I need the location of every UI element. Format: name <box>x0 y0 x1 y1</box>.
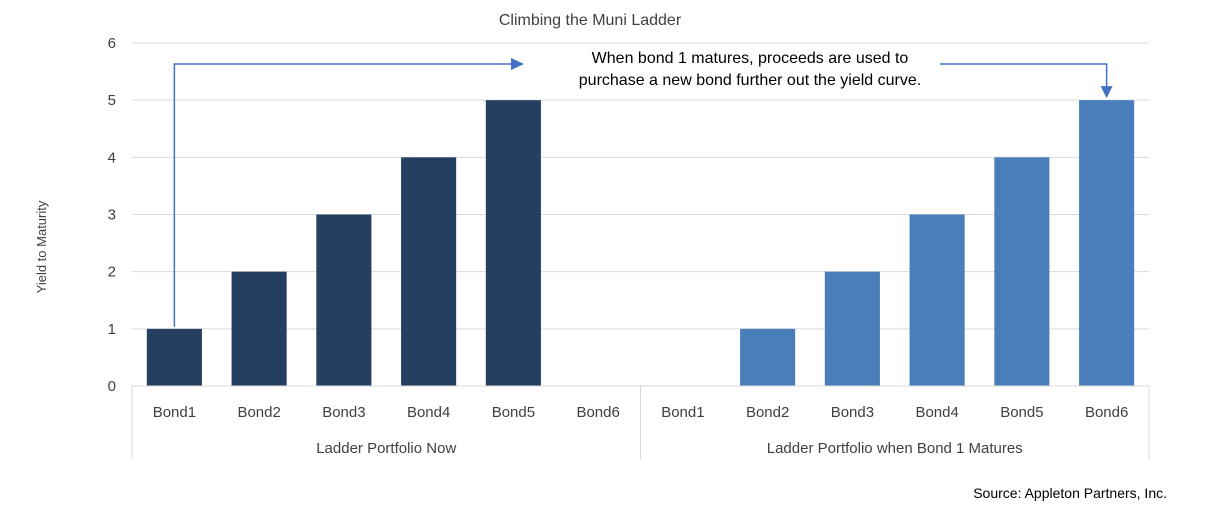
bar-0-bond5 <box>485 100 541 387</box>
annotation-line-2: purchase a new bond further out the yiel… <box>579 72 921 89</box>
annotation-arrow-right <box>940 63 1108 88</box>
x-tick-label: Bond3 <box>322 404 365 421</box>
x-tick-label: Bond1 <box>661 404 704 421</box>
gridlines <box>132 42 1149 387</box>
x-axis: Bond1 Bond2 Bond3 Bond4 Bond5 Bond6 Ladder Por… <box>131 385 1150 459</box>
bar-0-bond4 <box>401 157 457 386</box>
x-tick-label: Bond4 <box>407 404 450 421</box>
y-tick-label: 2 <box>108 264 116 281</box>
x-tick-label: Bond1 <box>153 404 196 421</box>
x-tick-label: Bond6 <box>576 404 619 421</box>
x-tick-label: Bond3 <box>831 404 874 421</box>
group-label: Ladder Portfolio Now <box>316 440 456 457</box>
bars <box>146 100 1135 387</box>
y-axis-label: Yield to Maturity <box>34 200 49 293</box>
x-tick-label: Bond2 <box>746 404 789 421</box>
y-tick-label: 0 <box>108 378 116 395</box>
bar-0-bond2 <box>231 271 287 386</box>
group-label: Ladder Portfolio when Bond 1 Matures <box>767 440 1023 457</box>
annotation-arrow-left <box>173 63 512 327</box>
bar-1-bond6 <box>1079 100 1135 387</box>
y-axis-ticks: 0 1 2 3 4 5 6 <box>108 35 116 395</box>
y-tick-label: 6 <box>108 35 116 52</box>
x-tick-label: Bond4 <box>915 404 958 421</box>
chart-title: Climbing the Muni Ladder <box>499 12 682 29</box>
y-tick-label: 4 <box>108 149 116 166</box>
y-tick-label: 3 <box>108 207 116 224</box>
source-note: Source: Appleton Partners, Inc. <box>973 485 1167 501</box>
bar-0-bond1 <box>146 328 202 386</box>
y-tick-label: 1 <box>108 321 116 338</box>
bar-1-bond5 <box>994 157 1050 386</box>
annotation-line-1: When bond 1 matures, proceeds are used t… <box>592 50 909 67</box>
y-tick-label: 5 <box>108 92 116 109</box>
x-tick-label: Bond6 <box>1085 404 1128 421</box>
bar-0-bond3 <box>316 214 372 386</box>
x-tick-label: Bond2 <box>237 404 280 421</box>
annotation-arrowhead-right <box>1100 86 1113 99</box>
annotation: When bond 1 matures, proceeds are used t… <box>173 50 1113 327</box>
bar-1-bond3 <box>824 271 880 386</box>
bar-1-bond4 <box>909 214 965 386</box>
x-tick-label: Bond5 <box>492 404 535 421</box>
annotation-arrowhead-left <box>511 58 524 70</box>
bar-1-bond2 <box>740 328 796 386</box>
x-tick-label: Bond5 <box>1000 404 1043 421</box>
